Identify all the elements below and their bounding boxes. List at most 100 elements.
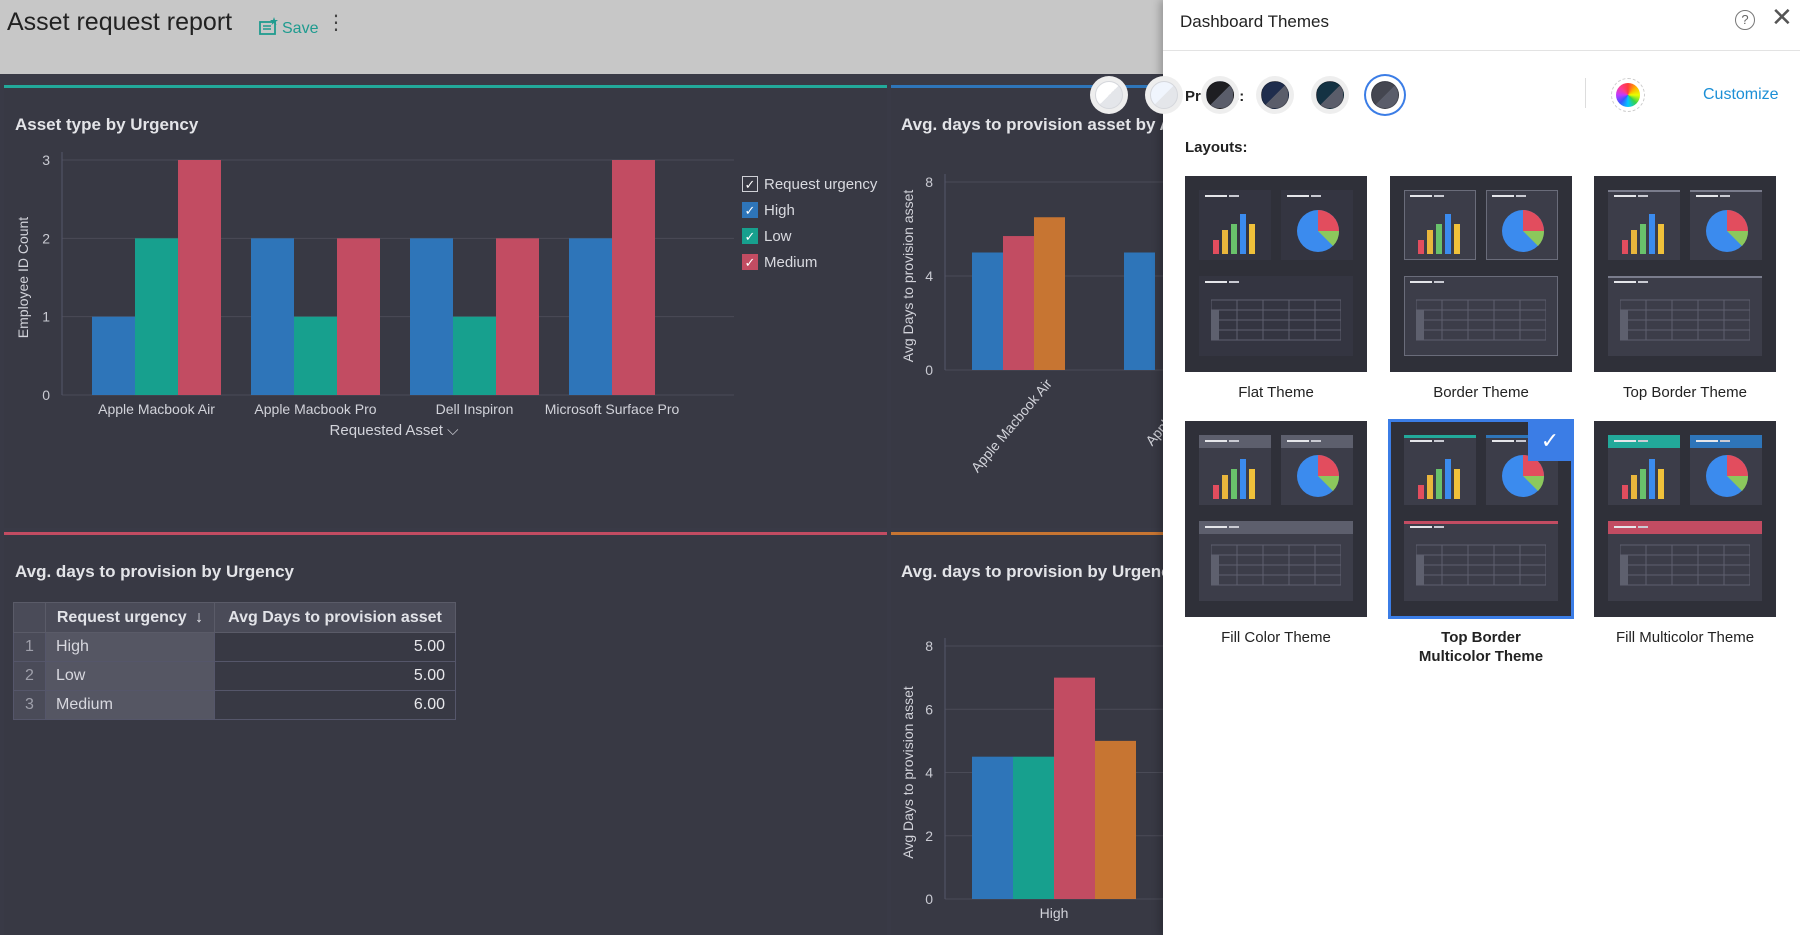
bar-medium[interactable] xyxy=(178,160,221,395)
customize-link[interactable]: Customize xyxy=(1703,86,1779,103)
checkbox-icon[interactable]: ✓ xyxy=(742,176,758,192)
bar-s3[interactable] xyxy=(1054,677,1095,899)
thumb-widget xyxy=(1311,195,1321,197)
bar-low[interactable] xyxy=(453,316,496,395)
thumb-graphic xyxy=(1620,299,1750,341)
layout-card-border[interactable]: Border Theme xyxy=(1390,176,1572,402)
legend-item-medium[interactable]: ✓ Medium xyxy=(742,249,877,275)
thumb-widget xyxy=(1516,440,1526,442)
thumb-widget xyxy=(1614,440,1636,442)
bar-high[interactable] xyxy=(972,252,1003,371)
bar-s4[interactable] xyxy=(1095,740,1136,899)
panel-avg-days-by-asset[interactable]: Avg. days to provision asset by Asse 0 4 8… xyxy=(891,85,1171,528)
y-tick-label: 8 xyxy=(925,174,933,190)
bar-medium[interactable] xyxy=(496,238,539,395)
bar-other[interactable] xyxy=(1034,217,1065,370)
legend-item-high[interactable]: ✓ High xyxy=(742,197,877,223)
thumb-graphic xyxy=(1213,214,1255,254)
panel-accent xyxy=(4,85,887,88)
bar-medium[interactable] xyxy=(612,160,655,395)
color-wheel-icon[interactable] xyxy=(1611,78,1645,112)
panel-avg-days-by-urgency[interactable]: Avg. days to provision by Urgency a 0 2 4 6… xyxy=(891,532,1171,935)
y-tick-label: 6 xyxy=(925,701,933,717)
bar-low[interactable] xyxy=(294,316,337,395)
preset-navy-swatch[interactable] xyxy=(1256,76,1294,114)
arrow-down-icon[interactable]: ↓ xyxy=(195,608,204,626)
table-index-header xyxy=(13,602,46,633)
thumb-bar xyxy=(1631,230,1637,254)
layout-thumbnail xyxy=(1594,421,1776,617)
checkbox-icon[interactable]: ✓ xyxy=(742,254,758,270)
y-tick-label: 1 xyxy=(42,309,50,325)
y-tick-label: 2 xyxy=(42,230,50,246)
legend-item-low[interactable]: ✓ Low xyxy=(742,223,877,249)
layout-card-fillmulti[interactable]: Fill Multicolor Theme xyxy=(1594,421,1776,647)
checkbox-icon[interactable]: ✓ xyxy=(742,228,758,244)
layout-card-fill[interactable]: Fill Color Theme xyxy=(1185,421,1367,647)
bar-s2[interactable] xyxy=(1013,756,1054,899)
swatch-dot xyxy=(1150,81,1178,109)
thumb-widget xyxy=(1199,521,1353,601)
help-circle-icon[interactable]: ? xyxy=(1735,10,1755,30)
layout-card-topmulti[interactable]: ✓ Top Border Multicolor Theme xyxy=(1388,419,1574,666)
preset-light-blue-swatch[interactable] xyxy=(1145,76,1183,114)
checkbox-icon[interactable]: ✓ xyxy=(742,202,758,218)
bar-high[interactable] xyxy=(1124,252,1155,371)
bar-chart-avg-days-urgency: 0 2 4 6 8 Avg Days to provision asset High xyxy=(900,638,1171,921)
bar-medium[interactable] xyxy=(337,238,380,395)
thumb-table-index xyxy=(1620,555,1628,585)
bar-high[interactable] xyxy=(92,316,135,395)
thumb-pie-slice xyxy=(1318,231,1340,246)
bar-chart-asset-type: 0 1 2 3 Employee ID Count Apple Macbook Air Ap… xyxy=(15,152,734,439)
layout-label: Fill Multicolor Theme xyxy=(1615,629,1755,646)
panel-title: Avg. days to provision by Urgency a xyxy=(901,562,1171,581)
thumb-graphic xyxy=(1416,544,1546,586)
column-header-avg-days[interactable]: Avg Days to provision asset xyxy=(214,602,456,633)
thumb-widget xyxy=(1205,440,1227,442)
column-header-urgency[interactable]: Request urgency ↓ xyxy=(45,602,215,633)
panel-asset-type-by-urgency[interactable]: Asset type by Urgency 0 1 2 3 Employee ID Co… xyxy=(4,85,887,528)
bar-medium[interactable] xyxy=(1003,236,1034,370)
thumb-graphic xyxy=(1297,455,1340,497)
row-index: 3 xyxy=(13,690,46,720)
bar-s1[interactable] xyxy=(972,756,1013,899)
row-index: 1 xyxy=(13,632,46,662)
thumb-widget xyxy=(1638,440,1648,442)
bar-low[interactable] xyxy=(135,238,178,395)
layout-thumbnail: ✓ xyxy=(1388,419,1574,619)
preset-white-swatch[interactable] xyxy=(1090,76,1128,114)
layout-card-flat[interactable]: Flat Theme xyxy=(1185,176,1367,402)
thumb-bar xyxy=(1222,230,1228,254)
bar-high[interactable] xyxy=(410,238,453,395)
thumb-widget xyxy=(1404,276,1558,356)
x-axis-label[interactable]: Requested Asset ⌵ xyxy=(330,422,460,439)
thumb-widget xyxy=(1410,440,1432,442)
more-vertical-icon[interactable]: ⋮ xyxy=(326,12,346,34)
bar-high[interactable] xyxy=(251,238,294,395)
preset-teal-dark-swatch[interactable] xyxy=(1311,76,1349,114)
x-tick-label: Apple Macbook Pro xyxy=(254,401,376,417)
thumb-bar xyxy=(1649,459,1655,499)
thumb-pie-slice xyxy=(1523,231,1545,246)
layout-label: Fill Color Theme xyxy=(1221,629,1331,646)
layout-card-topborder[interactable]: Top Border Theme xyxy=(1594,176,1776,402)
y-tick-label: 0 xyxy=(925,891,933,907)
thumb-widget xyxy=(1410,195,1432,197)
bar-high[interactable] xyxy=(569,238,612,395)
thumb-pie-slice xyxy=(1727,231,1749,246)
legend-label: High xyxy=(764,201,795,219)
panel-avg-days-table[interactable]: Avg. days to provision by Urgency Reques… xyxy=(4,532,887,935)
thumb-bar xyxy=(1658,224,1664,254)
table-row: 2 Low 5.00 xyxy=(13,661,456,691)
panel-accent xyxy=(891,532,1171,535)
thumb-bar xyxy=(1231,224,1237,254)
preset-black-swatch[interactable] xyxy=(1201,76,1239,114)
table-header-row: Request urgency ↓ Avg Days to provision … xyxy=(13,602,456,633)
thumb-widget xyxy=(1638,281,1648,283)
layouts-label: Layouts: xyxy=(1185,139,1248,156)
legend-title-row[interactable]: ✓ Request urgency xyxy=(742,171,877,197)
save-button[interactable]: Save xyxy=(258,12,318,38)
preset-slate-swatch[interactable] xyxy=(1366,76,1404,114)
close-icon[interactable]: ✕ xyxy=(1771,2,1793,32)
